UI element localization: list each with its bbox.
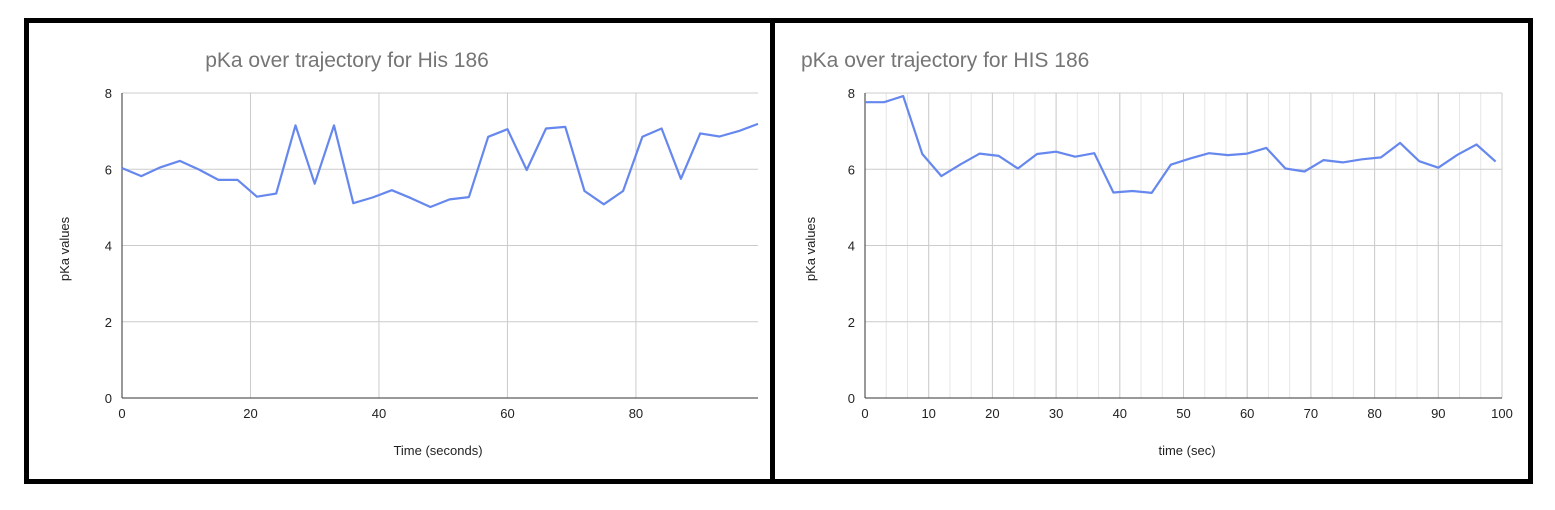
x-tick-label: 40 bbox=[1113, 406, 1127, 421]
x-tick-label: 20 bbox=[243, 406, 257, 421]
chart-title: pKa over trajectory for HIS 186 bbox=[801, 49, 1089, 72]
chart-1: pKa over trajectory for His 186 Time (se… bbox=[57, 49, 759, 458]
y-tick-label: 4 bbox=[848, 239, 855, 254]
x-tick-label: 0 bbox=[861, 406, 868, 421]
chart-panel-1: pKa over trajectory for His 186 Time (se… bbox=[24, 18, 775, 484]
x-tick-label: 80 bbox=[1367, 406, 1381, 421]
y-tick-label: 0 bbox=[105, 391, 112, 406]
y-tick-label: 0 bbox=[848, 391, 855, 406]
y-tick-label: 2 bbox=[848, 315, 855, 330]
chart-panel-2: pKa over trajectory for HIS 186 time (se… bbox=[770, 18, 1533, 484]
x-tick-label: 70 bbox=[1304, 406, 1318, 421]
x-tick-label: 80 bbox=[629, 406, 643, 421]
y-tick-label: 4 bbox=[105, 239, 112, 254]
x-axis-title: time (sec) bbox=[1158, 443, 1215, 458]
y-tick-label: 8 bbox=[848, 86, 855, 101]
chart-title: pKa over trajectory for His 186 bbox=[205, 49, 489, 72]
y-tick-label: 2 bbox=[105, 315, 112, 330]
x-tick-label: 40 bbox=[372, 406, 386, 421]
x-tick-label: 10 bbox=[921, 406, 935, 421]
x-tick-label: 30 bbox=[1049, 406, 1063, 421]
x-axis-title: Time (seconds) bbox=[393, 443, 482, 458]
x-tick-label: 90 bbox=[1431, 406, 1445, 421]
x-tick-label: 60 bbox=[1240, 406, 1254, 421]
x-tick-label: 20 bbox=[985, 406, 999, 421]
x-tick-label: 0 bbox=[118, 406, 125, 421]
series-line bbox=[121, 122, 759, 209]
chart-2: pKa over trajectory for HIS 186 time (se… bbox=[801, 49, 1513, 458]
y-tick-label: 6 bbox=[848, 162, 855, 177]
gridlines bbox=[864, 92, 1503, 398]
gridlines bbox=[122, 92, 758, 398]
y-tick-label: 8 bbox=[105, 86, 112, 101]
y-axis-title: pKa values bbox=[57, 216, 72, 281]
y-tick-label: 6 bbox=[105, 162, 112, 177]
x-tick-label: 60 bbox=[500, 406, 514, 421]
x-tick-label: 50 bbox=[1176, 406, 1190, 421]
x-tick-label: 100 bbox=[1491, 406, 1513, 421]
y-axis-title: pKa values bbox=[803, 216, 818, 281]
series-line bbox=[865, 94, 1497, 194]
